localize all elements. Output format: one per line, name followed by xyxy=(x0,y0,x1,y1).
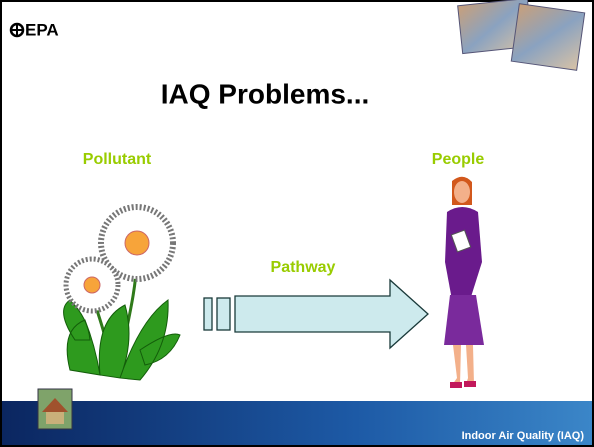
people-label: People xyxy=(432,151,485,168)
logo-text: EPA xyxy=(25,20,59,39)
logo: EPA xyxy=(11,20,59,39)
title: IAQ Problems... xyxy=(161,78,370,109)
footer-text: Indoor Air Quality (IAQ) xyxy=(462,430,585,442)
house-icon xyxy=(38,389,72,429)
pollutant-label: Pollutant xyxy=(83,151,152,168)
slide-border xyxy=(1,1,593,446)
slide: EPA IAQ Problems... Pollutant People Pat… xyxy=(0,0,594,447)
pathway-label: Pathway xyxy=(271,259,336,276)
